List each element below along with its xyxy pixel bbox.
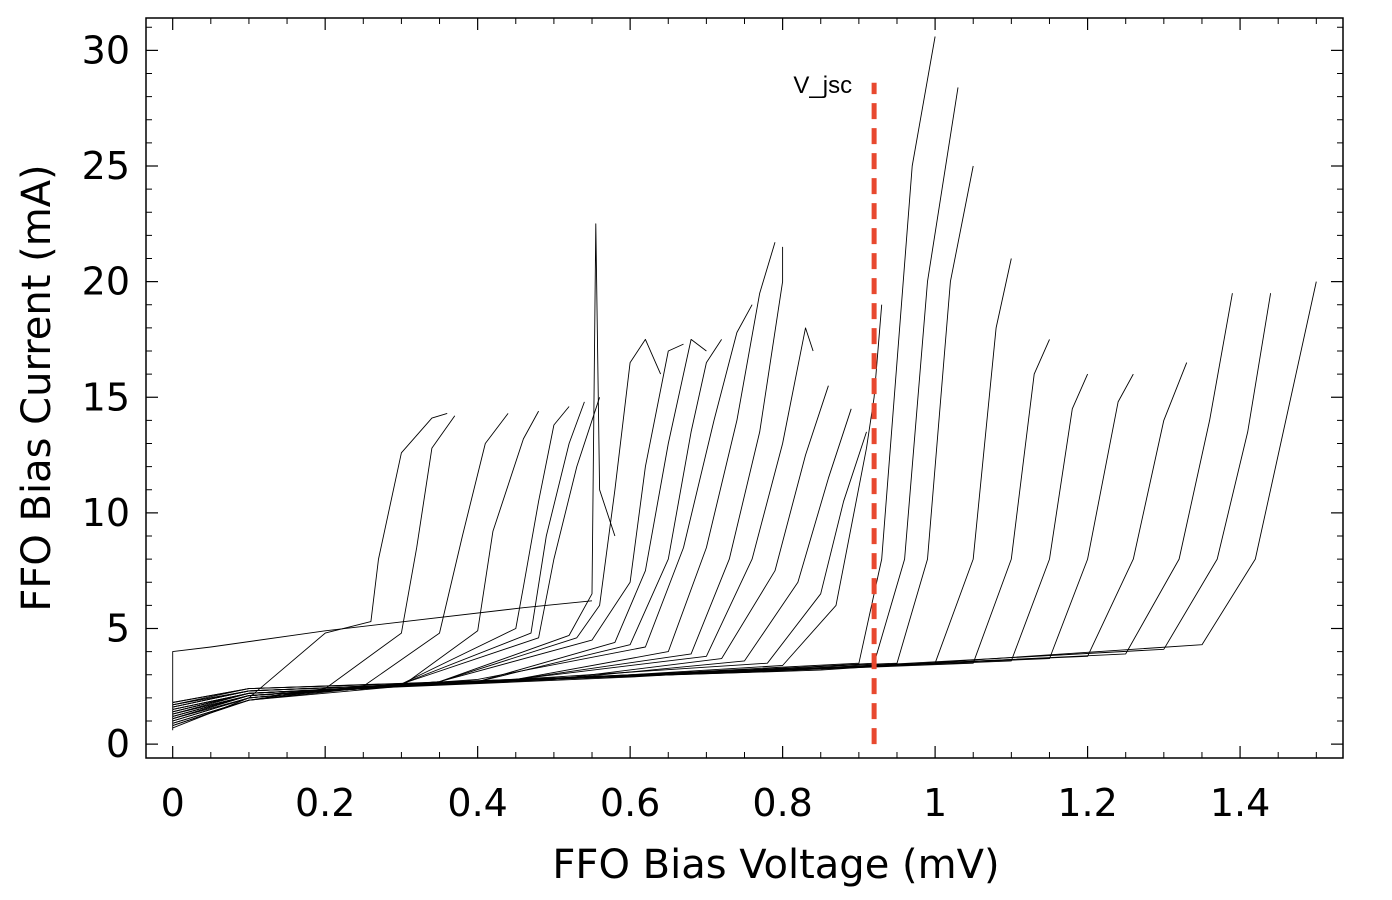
- x-tick-label: 0.2: [295, 781, 355, 825]
- y-tick-label: 20: [82, 260, 130, 304]
- x-tick-label: 0.6: [600, 781, 660, 825]
- iv-curve-c29: [172, 362, 1188, 706]
- v-jsc-reference: V_jsc: [793, 72, 877, 745]
- iv-curve-c15: [172, 242, 776, 717]
- iv-curve-c13: [172, 339, 722, 717]
- iv-curve-c10: [172, 338, 662, 720]
- x-tick-label: 0.4: [447, 781, 507, 825]
- y-tick-label: 0: [106, 722, 130, 766]
- iv-curve-c1: [172, 600, 593, 731]
- y-axis-ticks: 0 5 10 15 20 25 30: [82, 26, 1343, 766]
- iv-curve-c31: [172, 293, 1272, 703]
- iv-curve-c6: [172, 406, 570, 724]
- y-tick-label: 5: [106, 607, 130, 651]
- x-tick-label: 0: [161, 781, 185, 825]
- x-axis-ticks: 0 0.2 0.4 0.6 0.8 1 1.2 1.4: [161, 18, 1317, 825]
- iv-curve-c27: [172, 373, 1089, 708]
- iv-curve-c16: [172, 246, 784, 715]
- x-tick-label: 1: [923, 781, 947, 825]
- iv-curve-c24: [172, 165, 974, 710]
- iv-curve-c4: [172, 413, 509, 727]
- iv-curve-c23: [172, 87, 959, 710]
- iv-curve-c3: [172, 415, 456, 727]
- y-tick-label: 30: [82, 28, 130, 72]
- iv-curve-family: [172, 36, 1317, 731]
- iv-curve-c2: [172, 412, 448, 729]
- x-tick-label: 1.4: [1210, 781, 1270, 825]
- x-tick-label: 0.8: [752, 781, 812, 825]
- iv-curve-c5: [172, 410, 539, 724]
- y-tick-label: 25: [82, 144, 130, 188]
- iv-curve-c28: [172, 373, 1134, 706]
- iv-curve-c19: [172, 408, 852, 713]
- iv-curve-c8: [172, 397, 601, 722]
- v-jsc-label: V_jsc: [793, 72, 852, 99]
- iv-curve-c17: [172, 327, 814, 715]
- iv-curve-c30: [172, 293, 1233, 706]
- y-tick-label: 10: [82, 491, 130, 535]
- iv-curve-c22: [172, 36, 936, 710]
- y-tick-label: 15: [82, 375, 130, 419]
- y-axis-title: FFO Bias Current (mA): [14, 164, 60, 611]
- x-axis-title: FFO Bias Voltage (mV): [552, 842, 999, 888]
- iv-curve-c32: [172, 281, 1317, 703]
- x-tick-label: 1.2: [1057, 781, 1117, 825]
